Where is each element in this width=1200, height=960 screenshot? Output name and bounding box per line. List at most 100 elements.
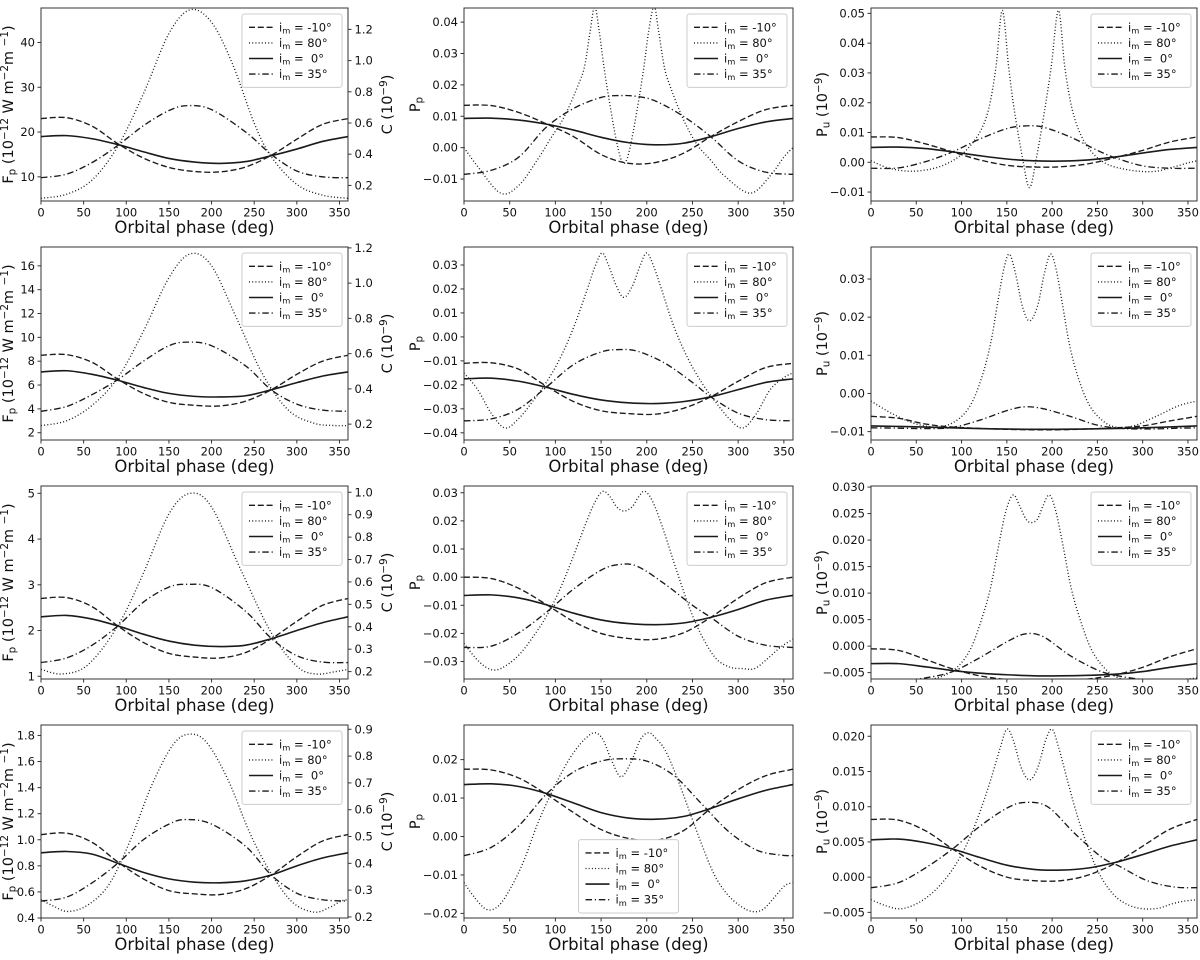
x-tick-label: 250 xyxy=(681,445,703,459)
x-tick-label: 150 xyxy=(590,206,612,220)
y-tick-label: 0.8 xyxy=(17,859,35,873)
y-tick-label: −0.01 xyxy=(830,185,865,199)
series-group xyxy=(464,8,793,195)
y-tick-label: −0.01 xyxy=(423,868,458,882)
series-dashdot xyxy=(913,632,1145,679)
right-y-tick-label: 0.2 xyxy=(355,910,373,924)
x-tick-label: 0 xyxy=(867,923,874,937)
y-tick-label: 8 xyxy=(28,354,35,368)
x-tick-label: 50 xyxy=(909,684,924,698)
x-axis-label: Orbital phase (deg) xyxy=(548,457,708,476)
legend-entry-label: im = 35° xyxy=(724,545,773,560)
x-tick-label: 350 xyxy=(773,923,795,937)
x-tick-label: 250 xyxy=(681,206,703,220)
right-y-tick-label: 1.0 xyxy=(355,276,373,290)
panel-r2c0: 0 50 100 150 200 250 300 350 1 2 3 4 5 0.2 0.3 0.4 0.5 0.… xyxy=(0,478,400,717)
legend-entry-label: im = 0° xyxy=(279,769,324,784)
x-tick-label: 100 xyxy=(951,206,973,220)
panel-r0c0: 0 50 100 150 200 250 300 350 10 20 30 40 0.2 0.4 0.6 0.… xyxy=(0,0,400,239)
right-y-tick-label: 0.4 xyxy=(355,856,373,870)
series-dotted xyxy=(929,494,1197,679)
y-tick-label: 20 xyxy=(20,125,35,139)
axes-box xyxy=(463,485,794,680)
x-axis-label: Orbital phase (deg) xyxy=(954,935,1114,954)
right-y-tick-label: 0.2 xyxy=(355,665,373,679)
series-dashed xyxy=(871,818,1197,882)
y-tick-label: 0.00 xyxy=(432,829,458,843)
x-tick-label: 200 xyxy=(201,206,223,220)
x-axis-label: Orbital phase (deg) xyxy=(954,457,1114,476)
y-axis-label: Pu (10−9) xyxy=(813,311,833,376)
x-tick-label: 300 xyxy=(286,684,308,698)
x-axis-label: Orbital phase (deg) xyxy=(114,935,274,954)
panel-r2c1: 0 50 100 150 200 250 300 350 −0.03 −0.02 −0.01 0.00… xyxy=(400,478,800,717)
y-tick-label: −0.01 xyxy=(423,354,458,368)
y-tick-label: 0.01 xyxy=(839,125,865,139)
right-y-tick-label: 1.0 xyxy=(355,54,373,68)
right-y-tick-label: 0.8 xyxy=(355,749,373,763)
legend-entry-label: im = -10° xyxy=(724,20,777,35)
y-tick-label: −0.005 xyxy=(822,905,865,919)
right-y-tick-label: 0.8 xyxy=(355,530,373,544)
y-tick-label: 0.015 xyxy=(832,560,865,574)
y-tick-label: 0.03 xyxy=(432,486,458,500)
x-tick-label: 250 xyxy=(243,206,265,220)
y-axis-label: Fp (10−12 W m−2m −1) xyxy=(0,25,19,183)
x-tick-label: 200 xyxy=(201,445,223,459)
x-tick-label: 200 xyxy=(1041,445,1063,459)
y-tick-label: −0.02 xyxy=(423,378,458,392)
legend: im = -10°im = 80°im = 0°im = 35° xyxy=(1090,13,1192,88)
x-tick-label: 50 xyxy=(909,445,924,459)
legend-entry-label: im = 80° xyxy=(1128,36,1177,51)
panel-r2c2: 0 50 100 150 200 250 300 350 −0.005 0.000 0.005 0.0… xyxy=(800,478,1200,717)
right-y-tick-label: 1.2 xyxy=(355,22,373,36)
x-tick-label: 350 xyxy=(328,684,350,698)
y-tick-label: 0.02 xyxy=(839,310,865,324)
x-tick-label: 50 xyxy=(76,445,91,459)
y-tick-label: 16 xyxy=(20,259,35,273)
series-dashdot xyxy=(41,818,348,902)
y-tick-label: 0.00 xyxy=(432,141,458,155)
legend-entry-label: im = 0° xyxy=(279,530,324,545)
y-tick-label: 0.020 xyxy=(832,533,865,547)
x-tick-label: 100 xyxy=(951,923,973,937)
x-tick-label: 250 xyxy=(681,684,703,698)
right-y-tick-label: 1.2 xyxy=(355,241,373,255)
right-y-tick-label: 0.6 xyxy=(355,575,373,589)
x-axis-label: Orbital phase (deg) xyxy=(114,696,274,715)
x-tick-label: 350 xyxy=(773,684,795,698)
legend-entry-label: im = 35° xyxy=(724,67,773,82)
series-solid xyxy=(464,117,793,146)
legend-entry-label: im = -10° xyxy=(616,846,669,861)
right-y-tick-label: 0.6 xyxy=(355,347,373,361)
x-axis-label: Orbital phase (deg) xyxy=(548,935,708,954)
series-dashed xyxy=(464,768,793,842)
legend-entry-label: im = -10° xyxy=(724,259,777,274)
legend-entry-label: im = 35° xyxy=(724,306,773,321)
y-tick-label: 1.4 xyxy=(17,781,35,795)
y-tick-label: −0.03 xyxy=(423,402,458,416)
series-group xyxy=(871,728,1197,910)
y-axis-label-right: C (10−9) xyxy=(378,314,396,374)
right-y-tick-label: 0.4 xyxy=(355,620,373,634)
series-dashdot xyxy=(871,801,1197,889)
legend: im = -10°im = 80°im = 0°im = 35° xyxy=(241,13,343,88)
x-tick-label: 200 xyxy=(1041,684,1063,698)
y-tick-label: 0.01 xyxy=(432,791,458,805)
panel-r1c0: 0 50 100 150 200 250 300 350 2 4 6 8 10 12 14 16 0.2 0.4 0… xyxy=(0,239,400,478)
x-tick-label: 50 xyxy=(909,206,924,220)
x-tick-label: 150 xyxy=(996,923,1018,937)
y-tick-label: −0.01 xyxy=(423,598,458,612)
x-tick-label: 300 xyxy=(727,923,749,937)
legend-entry-label: im = -10° xyxy=(724,498,777,513)
y-tick-label: 4 xyxy=(28,402,35,416)
series-dotted xyxy=(464,490,793,671)
x-tick-label: 250 xyxy=(1086,684,1108,698)
right-y-tick-label: 0.2 xyxy=(355,178,373,192)
axes-box xyxy=(463,246,794,441)
y-tick-label: −0.005 xyxy=(822,666,865,680)
x-tick-label: 150 xyxy=(590,923,612,937)
x-tick-label: 100 xyxy=(544,445,566,459)
x-tick-label: 0 xyxy=(460,206,467,220)
right-y-tick-label: 0.3 xyxy=(355,642,373,656)
